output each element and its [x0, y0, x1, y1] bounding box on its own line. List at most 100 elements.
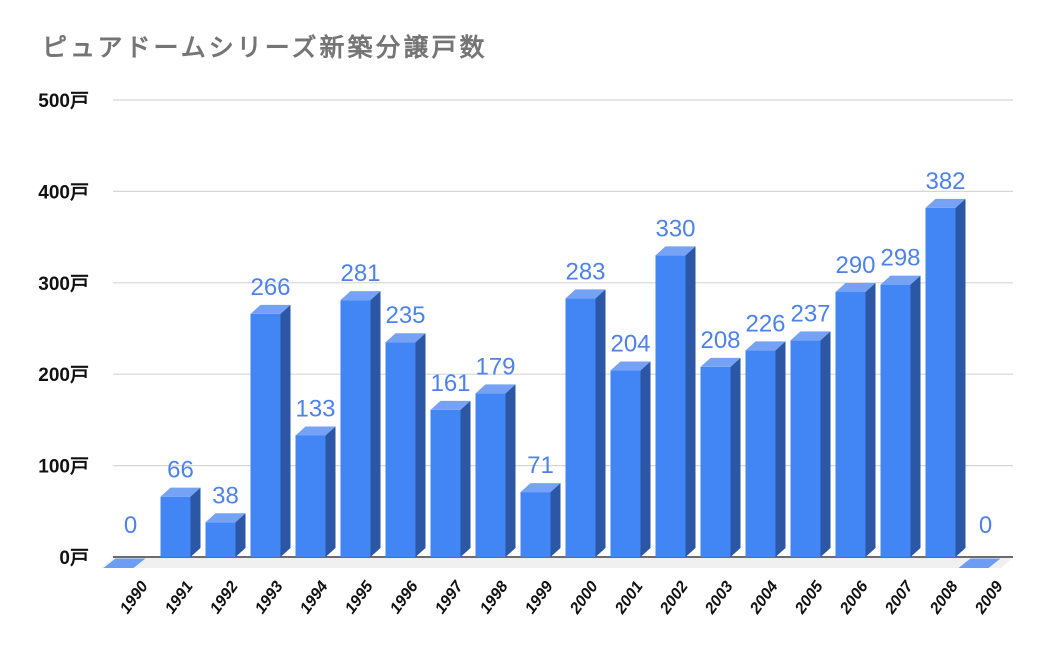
value-label-2005: 237	[790, 300, 830, 327]
x-tick-2000: 2000	[566, 578, 601, 618]
bar-face-front	[475, 393, 506, 557]
bar-1993	[250, 304, 291, 557]
y-tick-500: 500戸	[38, 91, 89, 112]
x-tick-1990: 1990	[117, 578, 152, 617]
bar-face-side	[460, 400, 471, 557]
bar-face-zero	[103, 558, 146, 568]
bar-face-top	[655, 246, 696, 256]
x-tick-2005: 2005	[791, 577, 827, 617]
bar-1996	[385, 333, 426, 557]
x-tick-2003: 2003	[701, 578, 736, 618]
y-tick-200: 200戸	[38, 365, 89, 386]
bar-1999	[520, 483, 561, 557]
value-label-1998: 179	[475, 353, 515, 380]
bar-face-front	[295, 435, 326, 557]
value-label-2001: 204	[610, 331, 650, 358]
bar-face-front	[655, 255, 686, 557]
bar-1990	[103, 558, 146, 568]
bar-face-side	[550, 483, 561, 557]
value-label-1992: 38	[212, 482, 239, 509]
bar-face-front	[160, 496, 191, 557]
bar-face-front	[835, 291, 866, 557]
value-label-1996: 235	[385, 302, 425, 329]
x-tick-1997: 1997	[432, 577, 467, 617]
x-tick-2007: 2007	[881, 577, 917, 617]
y-tick-100: 100戸	[38, 457, 89, 478]
x-tick-2008: 2008	[926, 578, 961, 618]
x-tick-1999: 1999	[522, 578, 557, 617]
bar-face-top	[430, 400, 471, 410]
bar-face-side	[370, 291, 381, 557]
value-label-1991: 66	[167, 457, 194, 484]
value-label-2000: 283	[565, 258, 605, 285]
value-label-1994: 133	[295, 395, 335, 422]
bar-face-side	[640, 361, 651, 557]
bar-face-top	[340, 291, 381, 301]
bar-face-top	[520, 483, 561, 493]
bar-face-side	[235, 513, 246, 557]
bar-face-front	[565, 298, 596, 557]
bar-face-front	[385, 342, 416, 557]
bar-face-top	[745, 341, 786, 351]
x-tick-1994: 1994	[297, 578, 332, 617]
bar-2007	[880, 275, 921, 557]
value-label-1997: 161	[430, 370, 470, 397]
bar-1998	[475, 384, 516, 557]
value-label-2009: 0	[979, 512, 992, 539]
value-label-1990: 0	[124, 512, 137, 539]
bar-face-top	[565, 289, 606, 299]
value-label-1995: 281	[340, 260, 380, 287]
bar-face-top	[700, 357, 741, 367]
bar-face-top	[160, 487, 201, 497]
value-label-2003: 208	[700, 327, 740, 354]
x-tick-2006: 2006	[836, 578, 871, 618]
bar-face-side	[280, 304, 291, 557]
bar-face-front	[250, 313, 281, 557]
bar-face-top	[925, 198, 966, 208]
x-tick-1991: 1991	[162, 578, 197, 617]
bar-face-top	[385, 333, 426, 343]
bar-face-side	[865, 282, 876, 557]
value-label-2008: 382	[925, 168, 965, 195]
bar-face-front	[880, 284, 911, 557]
bar-face-front	[520, 492, 551, 557]
bar-face-front	[745, 350, 776, 557]
y-tick-300: 300戸	[38, 274, 89, 295]
bar-face-side	[910, 275, 921, 557]
bar-2004	[745, 341, 786, 557]
bar-face-top	[250, 304, 291, 314]
bar-face-zero	[958, 558, 1001, 568]
bar-face-front	[925, 207, 956, 558]
bar-face-side	[325, 426, 336, 557]
value-label-1993: 266	[250, 274, 290, 301]
bar-face-front	[700, 366, 731, 557]
x-tick-1996: 1996	[387, 578, 422, 617]
bar-face-side	[730, 357, 741, 557]
bar-2009	[958, 558, 1001, 568]
x-tick-2004: 2004	[746, 578, 781, 618]
bar-2001	[610, 361, 651, 557]
bar-2005	[790, 331, 831, 557]
bar-face-front	[790, 340, 821, 557]
bar-1992	[205, 513, 246, 557]
x-tick-1998: 1998	[477, 578, 512, 617]
x-tick-2001: 2001	[611, 578, 646, 618]
value-label-1999: 71	[527, 452, 554, 479]
bar-face-side	[190, 487, 201, 557]
bar-face-top	[835, 282, 876, 292]
x-tick-1993: 1993	[252, 578, 287, 617]
value-label-2002: 330	[655, 215, 695, 242]
y-tick-400: 400戸	[38, 182, 89, 203]
bar-face-top	[205, 513, 246, 523]
bar-1995	[340, 291, 381, 557]
bar-face-front	[205, 522, 236, 557]
x-tick-1995: 1995	[342, 577, 377, 617]
y-tick-0: 0戸	[59, 548, 89, 569]
bar-face-side	[775, 341, 786, 557]
bar-face-top	[475, 384, 516, 394]
bar-face-side	[505, 384, 516, 557]
value-label-2006: 290	[835, 252, 875, 279]
bar-face-top	[295, 426, 336, 436]
bar-face-front	[610, 370, 641, 557]
